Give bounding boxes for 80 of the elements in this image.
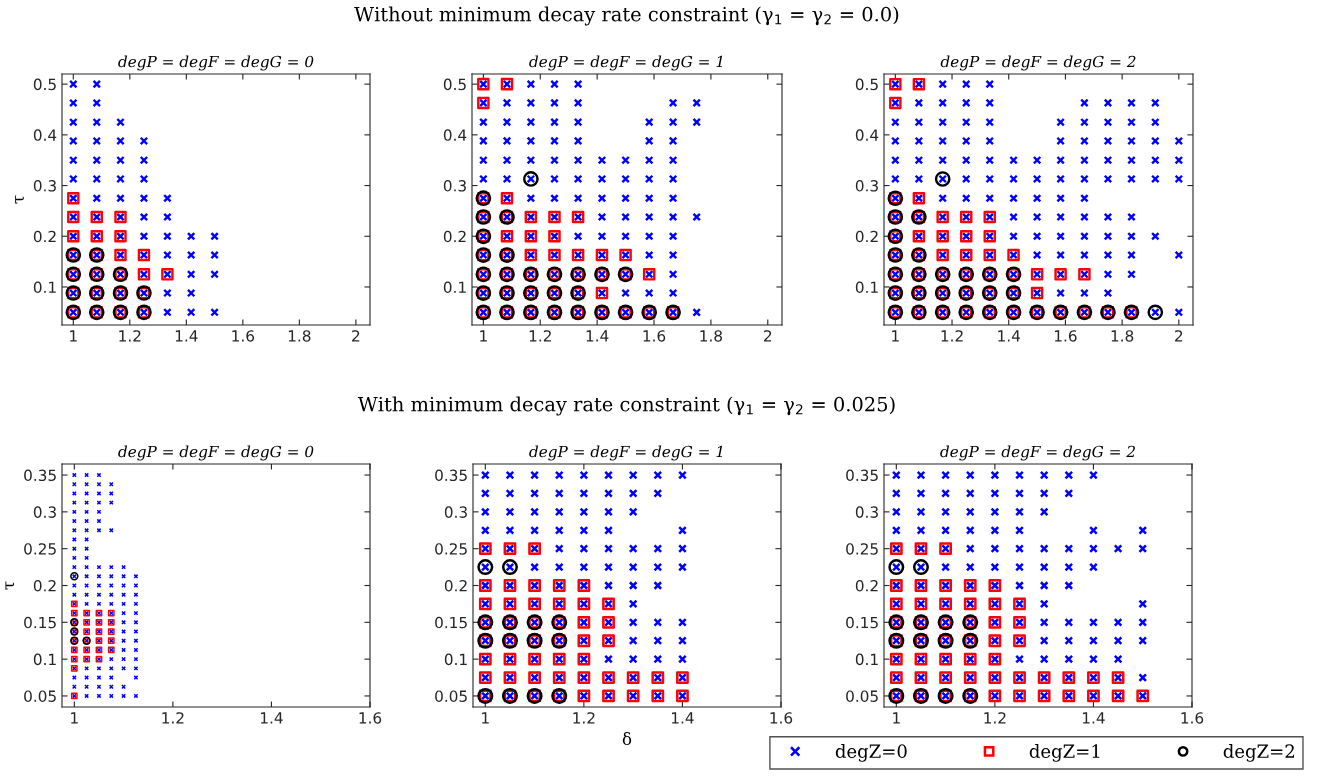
chart-title: degP = degF = degG = 1 (529, 445, 723, 461)
x-tick-label: 1 (893, 712, 900, 724)
x-tick-label: 1.6 (359, 712, 382, 724)
y-tick-label: 0.5 (33, 78, 56, 91)
y-tick-label: 0.2 (33, 230, 56, 243)
x-tick-label: 1.6 (232, 330, 255, 342)
y-tick-label: 0.1 (855, 653, 878, 666)
x-tick-label: 1 (70, 330, 77, 342)
x-tick-label: 1.2 (162, 712, 184, 724)
y-tick-label: 0.2 (855, 579, 878, 592)
x-tick-label: 1.4 (998, 330, 1021, 342)
x-tick-label: 1.8 (288, 330, 311, 342)
x-tick-label: 1.8 (700, 330, 722, 342)
y-tick-label: 0.4 (33, 129, 57, 141)
x-tick-label: 1.2 (941, 330, 963, 342)
text: Without minimum decay rate constraint (γ$_{1}$ = γ$_{2}$ = 0.0) (354, 6, 899, 26)
chart-title: degP = degF = degG = 0 (118, 445, 314, 461)
y-tick-label: 0.3 (444, 506, 467, 518)
x-tick-label: 2 (764, 330, 772, 342)
x-tick-label: 1.4 (671, 712, 694, 724)
y-tick-label: 0.3 (855, 506, 878, 518)
chart-title: degP = degF = degG = 0 (118, 55, 314, 71)
x-tick-label: 1 (480, 330, 487, 342)
x-tick-label: 1 (892, 330, 899, 342)
x-tick-label: 1.6 (643, 330, 666, 342)
y-tick-label: 0.4 (855, 129, 879, 141)
y-tick-label: 0.1 (444, 653, 467, 666)
y-tick-label: 0.2 (855, 230, 878, 243)
y-tick-label: 0.15 (435, 616, 467, 629)
x-tick-label: 1 (71, 712, 78, 724)
y-tick-label: 0.35 (846, 469, 878, 482)
y-tick-label: 0.2 (444, 579, 467, 592)
y-tick-label: 0.35 (435, 469, 467, 482)
y-axis-title: τ (5, 581, 15, 590)
legend-label: degZ=0 (835, 744, 907, 762)
chart-title: degP = degF = degG = 1 (529, 55, 723, 71)
x-tick-label: 1.8 (1111, 330, 1134, 342)
y-tick-label: 0.3 (443, 180, 466, 192)
x-tick-label: 1.4 (586, 330, 609, 342)
x-tick-label: 1.6 (1054, 330, 1077, 342)
y-tick-label: 0.5 (855, 78, 878, 91)
x-tick-label: 1.2 (573, 712, 595, 724)
x-tick-label: 1.6 (770, 712, 793, 724)
x-axis-title: δ (622, 732, 632, 746)
y-tick-label: 0.25 (24, 543, 56, 555)
x-tick-label: 1.2 (119, 330, 141, 342)
x-tick-label: 2 (1175, 330, 1183, 342)
y-tick-label: 0.15 (24, 616, 56, 629)
y-tick-label: 0.1 (855, 281, 878, 293)
y-tick-label: 0.1 (33, 653, 56, 666)
x-tick-label: 1.4 (175, 330, 198, 342)
x-tick-label: 1.6 (1181, 712, 1204, 724)
y-tick-label: 0.1 (33, 281, 56, 293)
y-tick-label: 0.2 (443, 230, 466, 243)
x-tick-label: 2 (352, 330, 360, 342)
legend-label: degZ=1 (1029, 744, 1100, 762)
y-tick-label: 0.35 (24, 469, 56, 482)
y-tick-label: 0.1 (443, 281, 466, 293)
legend-label: degZ=2 (1223, 744, 1294, 762)
y-tick-label: 0.4 (443, 129, 467, 141)
chart-title: degP = degF = degG = 2 (940, 445, 1135, 461)
y-axis-title: τ (15, 195, 24, 204)
x-tick-label: 1.2 (984, 712, 1006, 724)
x-tick-label: 1.4 (1082, 712, 1105, 724)
y-tick-label: 0.05 (435, 690, 467, 702)
y-tick-label: 0.25 (846, 543, 878, 555)
x-tick-label: 1.2 (529, 330, 551, 342)
x-tick-label: 1 (482, 712, 489, 724)
x-tick-label: 1.4 (260, 712, 283, 724)
y-tick-label: 0.3 (855, 180, 878, 192)
y-tick-label: 0.15 (846, 616, 878, 629)
y-tick-label: 0.2 (33, 579, 56, 592)
y-tick-label: 0.25 (435, 543, 467, 555)
y-tick-label: 0.3 (33, 506, 56, 518)
text: With minimum decay rate constraint (γ$_{1}$ = γ$_{2}$ = 0.025) (357, 396, 895, 416)
y-tick-label: 0.05 (24, 690, 56, 702)
y-tick-label: 0.05 (846, 690, 878, 702)
y-tick-label: 0.3 (33, 180, 56, 192)
chart-title: degP = degF = degG = 2 (940, 55, 1136, 71)
y-tick-label: 0.5 (443, 78, 466, 91)
